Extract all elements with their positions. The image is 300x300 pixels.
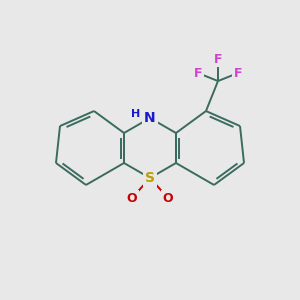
Text: H: H — [131, 109, 141, 119]
Text: F: F — [214, 52, 222, 65]
Text: O: O — [127, 191, 137, 205]
Text: O: O — [163, 191, 173, 205]
Text: F: F — [234, 67, 242, 80]
Text: F: F — [194, 67, 202, 80]
Text: N: N — [144, 111, 156, 125]
Text: S: S — [145, 171, 155, 185]
